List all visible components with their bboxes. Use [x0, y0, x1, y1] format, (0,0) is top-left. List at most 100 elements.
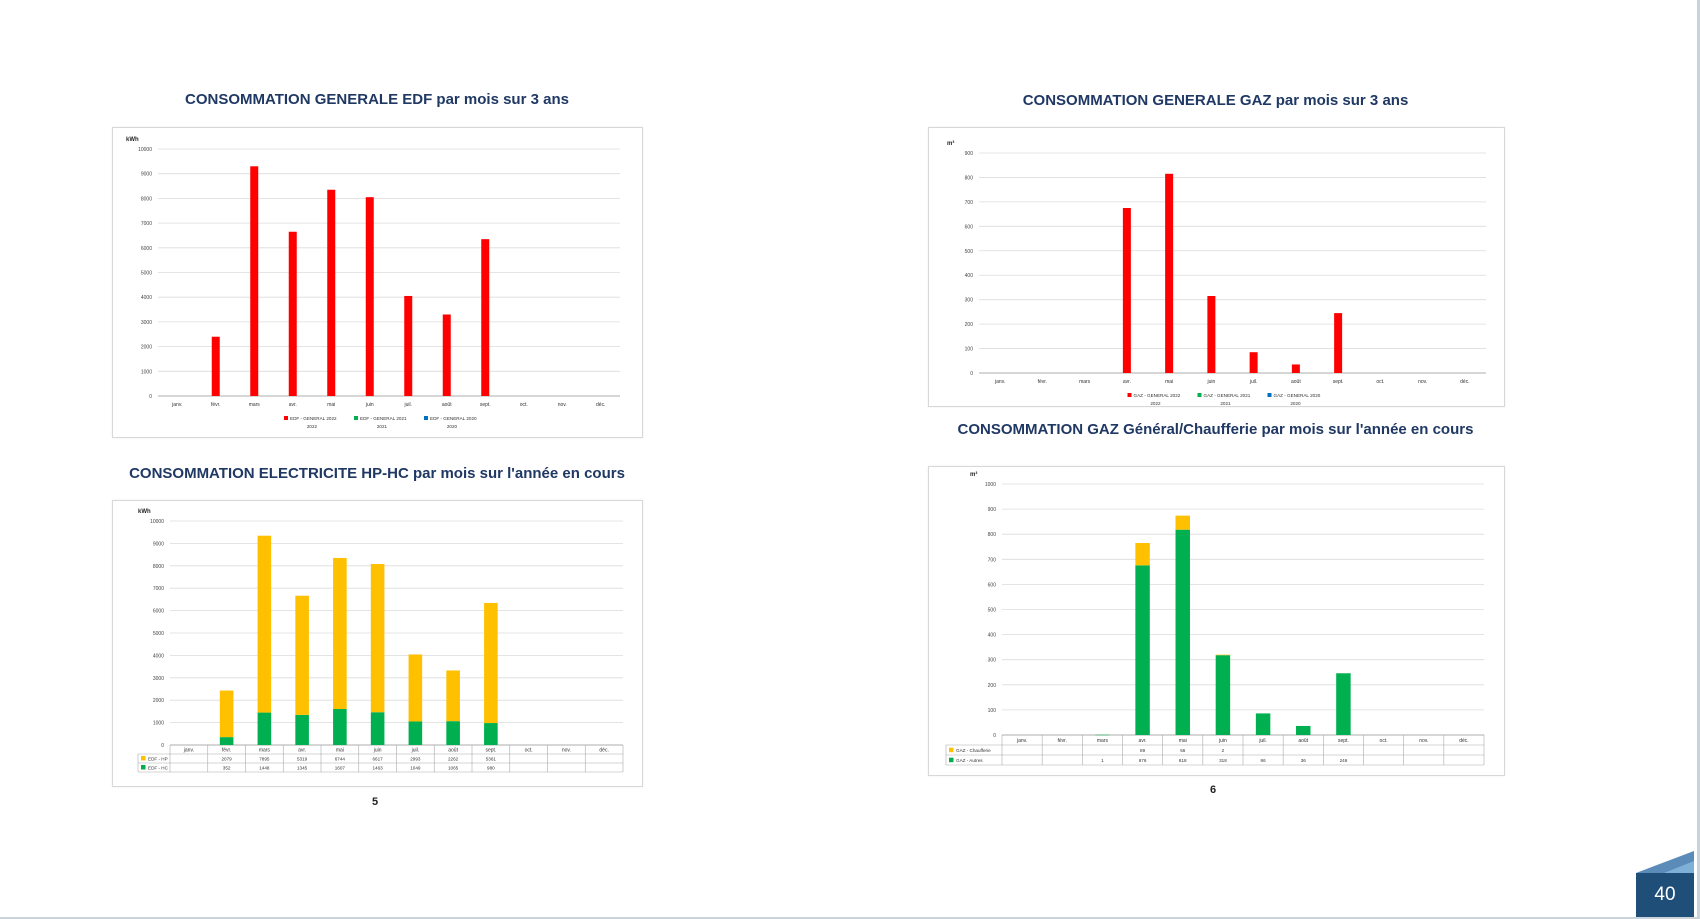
bar-août	[446, 721, 460, 745]
x-tick-label: nov.	[1419, 738, 1428, 744]
page-number-right: 6	[1210, 784, 1217, 796]
data-label: 2	[1222, 748, 1225, 753]
data-label: 1	[1101, 758, 1104, 763]
y-tick-label: 800	[988, 532, 997, 538]
x-tick-label: oct.	[1376, 379, 1384, 385]
x-tick-label: mai	[1165, 379, 1173, 385]
legend-year: 2020	[447, 424, 458, 429]
data-label: 86	[1261, 758, 1267, 763]
y-tick-label: 900	[965, 151, 974, 157]
bar-avr.	[295, 714, 309, 745]
data-label: 1607	[335, 765, 346, 770]
data-label: 1463	[373, 765, 384, 770]
x-tick-label: janv.	[183, 747, 194, 753]
data-label: 246	[1340, 758, 1348, 763]
chart-hphc: kWh 0 1000 2000 3000 4000 5000 6000 7000 8000 9000…	[137, 509, 624, 773]
y-axis-unit-label: kWh	[126, 137, 139, 143]
x-tick-label: sept.	[485, 747, 496, 753]
data-label: 318	[1219, 758, 1227, 763]
x-tick-label: déc.	[1459, 738, 1468, 744]
y-tick-label: 8000	[141, 196, 152, 202]
y-tick-label: 700	[988, 557, 997, 563]
legend-swatch	[284, 416, 288, 420]
badge-decoration-light	[1664, 861, 1694, 873]
y-tick-label: 0	[970, 371, 973, 377]
data-label: 1049	[410, 765, 421, 770]
x-tick-label: janv.	[994, 379, 1005, 385]
y-tick-label: 3000	[153, 676, 164, 682]
data-label: 1448	[259, 765, 270, 770]
y-tick-label: 500	[988, 608, 997, 614]
y-tick-label: 1000	[153, 721, 164, 727]
y-axis-unit-label: m³	[970, 471, 977, 478]
x-tick-label: oct.	[525, 747, 533, 753]
legend-label: EDF - HC	[148, 765, 169, 770]
bar-mars	[1095, 734, 1110, 736]
slide-number-badge: 40	[1636, 873, 1694, 917]
bar-juil.	[404, 295, 413, 396]
data-label: 6617	[373, 756, 384, 761]
bar-juil.	[408, 654, 423, 722]
x-tick-label: mars	[259, 747, 271, 753]
slide-bottom-border	[0, 917, 1700, 919]
bar-févr.	[219, 737, 234, 745]
bar-juil.	[408, 721, 423, 745]
legend-year: 2021	[377, 424, 388, 429]
bar-août	[1296, 725, 1311, 735]
chart-chauff: m³ 0 100 200 300 400 500 600 700 800 900 1000 janv. f…	[945, 471, 1485, 766]
legend-label: EDF - GENERAL 2020	[430, 416, 477, 421]
legend-swatch	[949, 757, 954, 763]
bar-mai	[333, 709, 347, 745]
data-label: 980	[487, 765, 495, 770]
x-tick-label: juin	[373, 747, 382, 753]
x-tick-label: mai	[336, 747, 344, 753]
x-tick-label: avr.	[1139, 738, 1147, 744]
y-tick-label: 300	[988, 658, 997, 664]
bar-sept.	[1334, 313, 1343, 373]
bar-sept.	[484, 602, 498, 724]
x-tick-label: déc.	[596, 402, 605, 408]
y-tick-label: 2000	[141, 345, 152, 351]
legend-label: GAZ - GENERAL 2021	[1204, 393, 1251, 398]
legend-swatch	[424, 416, 428, 420]
x-tick-label: août	[448, 747, 458, 753]
chart-panel-chauff: m³ 0 100 200 300 400 500 600 700 800 900 1000 janv. f…	[928, 466, 1505, 776]
bar-sept.	[484, 723, 498, 745]
bar-avr.	[1135, 565, 1150, 735]
y-tick-label: 1000	[141, 369, 152, 375]
y-tick-label: 5000	[153, 631, 164, 637]
chart-panel-gaz: m³ 0 100 200 300 400 500 600 700 800 900 janv. févr.…	[928, 127, 1505, 407]
x-tick-label: févr.	[1058, 738, 1067, 744]
bar-févr.	[219, 690, 234, 738]
legend-swatch	[141, 755, 146, 761]
data-label: 1065	[448, 765, 459, 770]
y-tick-label: 0	[993, 733, 996, 739]
bar-mai	[1175, 529, 1190, 735]
y-tick-label: 9000	[153, 541, 164, 547]
chart-panel-edf: kWh 0 1000 2000 3000 4000 5000 6000 7000 8000 9000…	[112, 127, 643, 438]
legend-label: EDF - HP	[148, 756, 168, 761]
bar-mai	[1175, 515, 1190, 530]
y-tick-label: 1000	[985, 482, 996, 488]
y-tick-label: 600	[965, 224, 974, 230]
bar-sept.	[481, 239, 490, 396]
y-tick-label: 600	[988, 582, 997, 588]
y-tick-label: 400	[988, 633, 997, 639]
y-tick-label: 900	[988, 507, 997, 513]
legend-swatch	[354, 416, 358, 420]
data-label: 2993	[410, 756, 421, 761]
y-axis-unit-label: m³	[947, 140, 954, 147]
x-tick-label: déc.	[599, 747, 608, 753]
x-tick-label: nov.	[1418, 379, 1427, 385]
bar-août	[442, 314, 451, 396]
bar-juil.	[1255, 713, 1271, 735]
x-tick-label: sept.	[480, 402, 491, 408]
x-tick-label: nov.	[558, 402, 567, 408]
x-tick-label: juil.	[1249, 379, 1258, 385]
x-tick-label: juin	[1218, 738, 1227, 744]
page-number-left: 5	[372, 796, 379, 808]
legend-label: GAZ - Chaufferie	[956, 748, 991, 753]
y-tick-label: 0	[161, 743, 164, 749]
legend-year: 2021	[1220, 401, 1231, 406]
legend-label: EDF - GENERAL 2022	[290, 416, 337, 421]
